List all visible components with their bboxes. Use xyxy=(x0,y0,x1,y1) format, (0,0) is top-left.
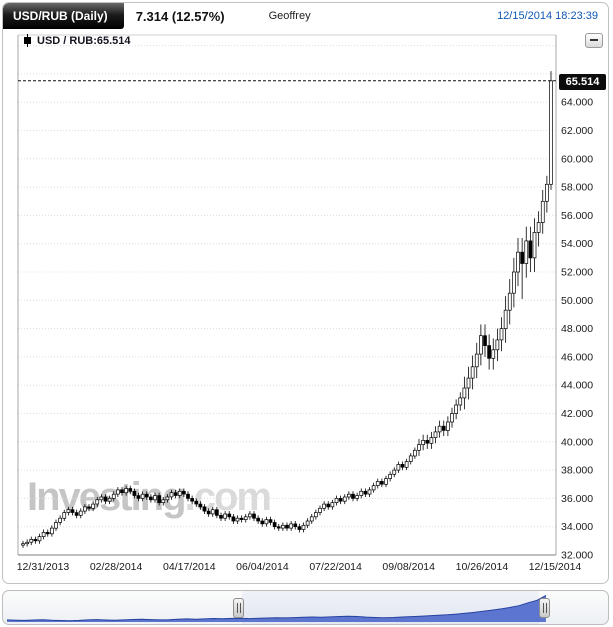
svg-text:07/22/2014: 07/22/2014 xyxy=(309,561,362,573)
svg-text:42.000: 42.000 xyxy=(561,408,593,420)
chart-header: USD/RUB (Daily) 7.314 (12.57%) Geoffrey … xyxy=(3,3,608,29)
svg-text:58.000: 58.000 xyxy=(561,182,593,194)
svg-text:56.000: 56.000 xyxy=(561,210,593,222)
watermark-suffix: .com xyxy=(184,475,272,519)
chart-legend: USD / RUB:65.514 xyxy=(23,34,131,47)
symbol-badge: USD/RUB (Daily) xyxy=(3,3,124,29)
svg-text:32.000: 32.000 xyxy=(561,550,593,562)
svg-text:04/17/2014: 04/17/2014 xyxy=(163,561,216,573)
navigator-thumb[interactable] xyxy=(242,591,539,624)
svg-text:10/26/2014: 10/26/2014 xyxy=(456,561,509,573)
user-label: Geoffrey xyxy=(268,10,311,22)
chart-panel: USD/RUB (Daily) 7.314 (12.57%) Geoffrey … xyxy=(2,2,609,584)
svg-text:52.000: 52.000 xyxy=(561,267,593,279)
collapse-chart-button[interactable] xyxy=(585,33,603,48)
navigator-handle-right[interactable] xyxy=(539,598,550,618)
candlestick-icon xyxy=(23,34,32,47)
svg-text:54.000: 54.000 xyxy=(561,238,593,250)
navigator-chart[interactable] xyxy=(3,591,608,624)
svg-text:40.000: 40.000 xyxy=(561,436,593,448)
navigator-handle-left[interactable] xyxy=(233,598,244,618)
svg-text:60.000: 60.000 xyxy=(561,153,593,165)
svg-text:62.000: 62.000 xyxy=(561,125,593,137)
svg-text:44.000: 44.000 xyxy=(561,380,593,392)
svg-text:06/04/2014: 06/04/2014 xyxy=(236,561,289,573)
price-chart[interactable]: 64.000 62.000 60.000 58.000 56.000 54.000 52.0… xyxy=(3,29,608,583)
last-price-flag: 65.514 xyxy=(559,74,606,90)
minimize-icon xyxy=(590,39,598,41)
svg-text:09/08/2014: 09/08/2014 xyxy=(382,561,435,573)
svg-text:48.000: 48.000 xyxy=(561,323,593,335)
svg-text:64.000: 64.000 xyxy=(561,97,593,109)
svg-text:34.000: 34.000 xyxy=(561,521,593,533)
svg-text:36.000: 36.000 xyxy=(561,493,593,505)
timestamp: 12/15/2014 18:23:39 xyxy=(497,10,598,22)
svg-text:38.000: 38.000 xyxy=(561,465,593,477)
svg-text:46.000: 46.000 xyxy=(561,351,593,363)
price-change: 7.314 (12.57%) xyxy=(135,8,225,24)
svg-text:02/28/2014: 02/28/2014 xyxy=(90,561,143,573)
svg-text:50.000: 50.000 xyxy=(561,295,593,307)
svg-text:12/31/2013: 12/31/2013 xyxy=(17,561,70,573)
range-navigator[interactable] xyxy=(2,590,609,625)
legend-label: USD / RUB:65.514 xyxy=(37,34,131,47)
svg-text:12/15/2014: 12/15/2014 xyxy=(529,561,582,573)
